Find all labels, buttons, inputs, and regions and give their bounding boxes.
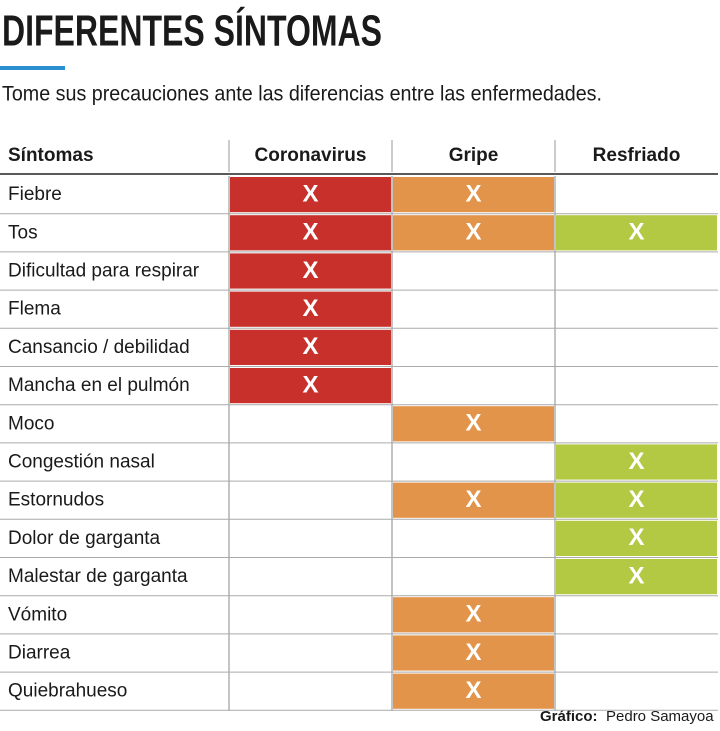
symptom-mark: X xyxy=(628,486,644,513)
row-label: Dolor de garganta xyxy=(8,528,161,549)
symptom-mark: X xyxy=(465,677,481,704)
symptom-mark: X xyxy=(465,410,481,437)
symptom-mark: X xyxy=(465,219,481,246)
row-label: Vómito xyxy=(8,604,67,625)
title-underline xyxy=(0,66,65,70)
subtitle: Tome sus precauciones ante las diferenci… xyxy=(2,83,602,106)
row-label: Congestión nasal xyxy=(8,452,155,473)
symptom-cell xyxy=(393,215,554,251)
footer-author: Pedro Samayoa xyxy=(606,708,714,725)
symptom-mark: X xyxy=(628,524,644,551)
row-label: Dificultad para respirar xyxy=(8,261,200,282)
symptom-mark: X xyxy=(302,371,318,398)
column-header: Síntomas xyxy=(8,145,94,166)
symptom-cell xyxy=(393,406,554,442)
symptom-cell xyxy=(556,559,717,595)
symptom-cell xyxy=(556,444,717,480)
symptom-cell xyxy=(230,215,391,251)
row-label: Malestar de garganta xyxy=(8,566,188,587)
symptom-mark: X xyxy=(465,601,481,628)
symptom-cell xyxy=(393,673,554,709)
row-label: Flema xyxy=(8,299,61,320)
symptom-mark: X xyxy=(465,486,481,513)
footer-label: Gráfico: xyxy=(540,708,598,725)
title: DIFERENTES SÍNTOMAS xyxy=(2,6,382,56)
symptom-mark: X xyxy=(628,219,644,246)
symptom-cell xyxy=(230,177,391,213)
column-header: Gripe xyxy=(449,145,499,166)
row-label: Quiebrahueso xyxy=(8,681,127,702)
symptom-mark: X xyxy=(628,448,644,475)
symptom-mark: X xyxy=(465,639,481,666)
symptom-cell xyxy=(230,368,391,404)
symptom-mark: X xyxy=(302,219,318,246)
symptom-cell xyxy=(393,597,554,633)
symptom-cell xyxy=(556,520,717,556)
row-label: Moco xyxy=(8,413,54,434)
symptom-cell xyxy=(556,215,717,251)
symptom-mark: X xyxy=(302,180,318,207)
symptom-cell xyxy=(230,253,391,289)
symptom-cell xyxy=(393,635,554,671)
symptom-mark: X xyxy=(302,257,318,284)
symptom-cell xyxy=(556,482,717,518)
symptom-cell xyxy=(230,329,391,365)
row-label: Mancha en el pulmón xyxy=(8,375,190,396)
row-label: Tos xyxy=(8,222,38,243)
symptom-mark: X xyxy=(302,333,318,360)
column-header: Resfriado xyxy=(593,145,681,166)
symptom-cell xyxy=(230,291,391,327)
row-label: Estornudos xyxy=(8,490,104,511)
row-label: Fiebre xyxy=(8,184,62,205)
symptom-mark: X xyxy=(465,180,481,207)
row-label: Diarrea xyxy=(8,643,71,664)
symptom-cell xyxy=(393,177,554,213)
symptom-cell xyxy=(393,482,554,518)
column-header: Coronavirus xyxy=(255,145,367,166)
row-label: Cansancio / debilidad xyxy=(8,337,190,358)
symptom-mark: X xyxy=(628,562,644,589)
symptom-mark: X xyxy=(302,295,318,322)
